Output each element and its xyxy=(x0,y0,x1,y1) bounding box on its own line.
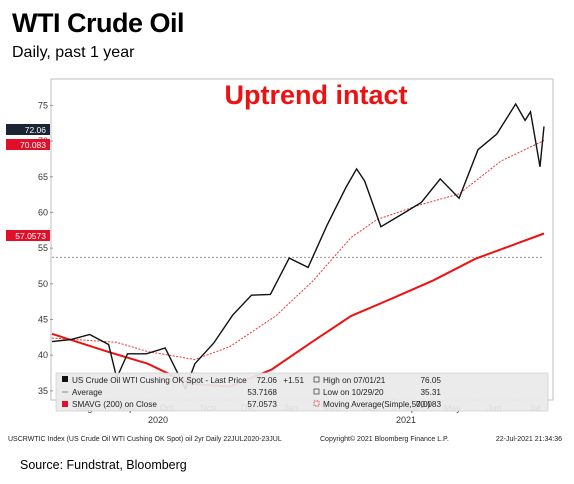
sma200-flag xyxy=(6,230,50,241)
legend-price-change: +1.51 xyxy=(283,376,304,385)
sma200-flag-text: 57.0573 xyxy=(15,231,46,241)
y-tick-label: 60 xyxy=(38,207,48,217)
legend-high-label: High on 07/01/21 xyxy=(323,376,386,385)
series-line-moving-average-simple-50-0 xyxy=(51,140,545,361)
legend-average-name: Average xyxy=(72,388,103,397)
footer-left: USCRWTIC Index (US Crude Oil WTI Cushing… xyxy=(8,436,282,443)
y-tick-label: 50 xyxy=(38,279,48,289)
legend-low-label: Low on 10/29/20 xyxy=(323,388,384,397)
x-year-label-2020: 2020 xyxy=(148,415,168,425)
legend: US Crude Oil WTI Cushing OK Spot - Last … xyxy=(55,372,549,412)
legend-price-name: US Crude Oil WTI Cushing OK Spot - Last … xyxy=(72,376,247,385)
y-tick-label: 40 xyxy=(38,350,48,360)
legend-low-value: 35.31 xyxy=(421,388,442,397)
legend-high-value: 76.05 xyxy=(421,376,442,385)
legend-sma200-value: 57.0573 xyxy=(247,400,277,409)
plot-border xyxy=(50,78,554,401)
y-tick-label: 35 xyxy=(38,386,48,396)
legend-ma50-value: 70.083 xyxy=(416,400,441,409)
series-line-smavg-200-on-close xyxy=(51,232,545,388)
last-price-flag-text: 72.06 xyxy=(25,125,47,135)
legend-average-value: 53.7168 xyxy=(247,388,277,397)
legend-sma200-name: SMAVG (200) on Close xyxy=(72,400,157,409)
y-tick-label: 75 xyxy=(38,100,48,110)
legend-low-marker xyxy=(313,388,320,395)
y-tick-label: 45 xyxy=(38,315,48,325)
y-tick-label: 55 xyxy=(38,243,48,253)
footer-mid: Copyright© 2021 Bloomberg Finance L.P. xyxy=(320,435,449,443)
source-note: Source: Fundstrat, Bloomberg xyxy=(20,458,187,472)
x-year-label-2021: 2021 xyxy=(396,415,416,425)
legend-swatch-price xyxy=(62,376,68,382)
legend-swatch-sma200 xyxy=(62,401,68,407)
y-tick-label: 65 xyxy=(38,172,48,182)
legend-high-marker xyxy=(313,376,320,383)
annotation-text: Uptrend intact xyxy=(224,80,407,110)
y-value-flags: 72.06 70.083 57.0573 xyxy=(6,124,50,241)
ma50-flag xyxy=(6,139,50,150)
series-layer xyxy=(51,102,545,391)
footer-right: 22-Jul-2021 21:34:36 xyxy=(496,436,562,443)
series-line-us-crude-oil-wti-cushing-ok-spot-last-price xyxy=(51,102,545,391)
legend-box xyxy=(55,372,549,412)
legend-ma50-marker xyxy=(313,400,320,407)
legend-price-value: 72.06 xyxy=(257,376,278,385)
ma50-flag-text: 70.083 xyxy=(20,140,46,150)
chart-subtitle: Daily, past 1 year xyxy=(12,44,135,61)
last-price-flag xyxy=(6,124,50,135)
legend-ma50-label: Moving Average(Simple,50,0) xyxy=(323,400,431,409)
chart-title: WTI Crude Oil xyxy=(12,8,185,38)
